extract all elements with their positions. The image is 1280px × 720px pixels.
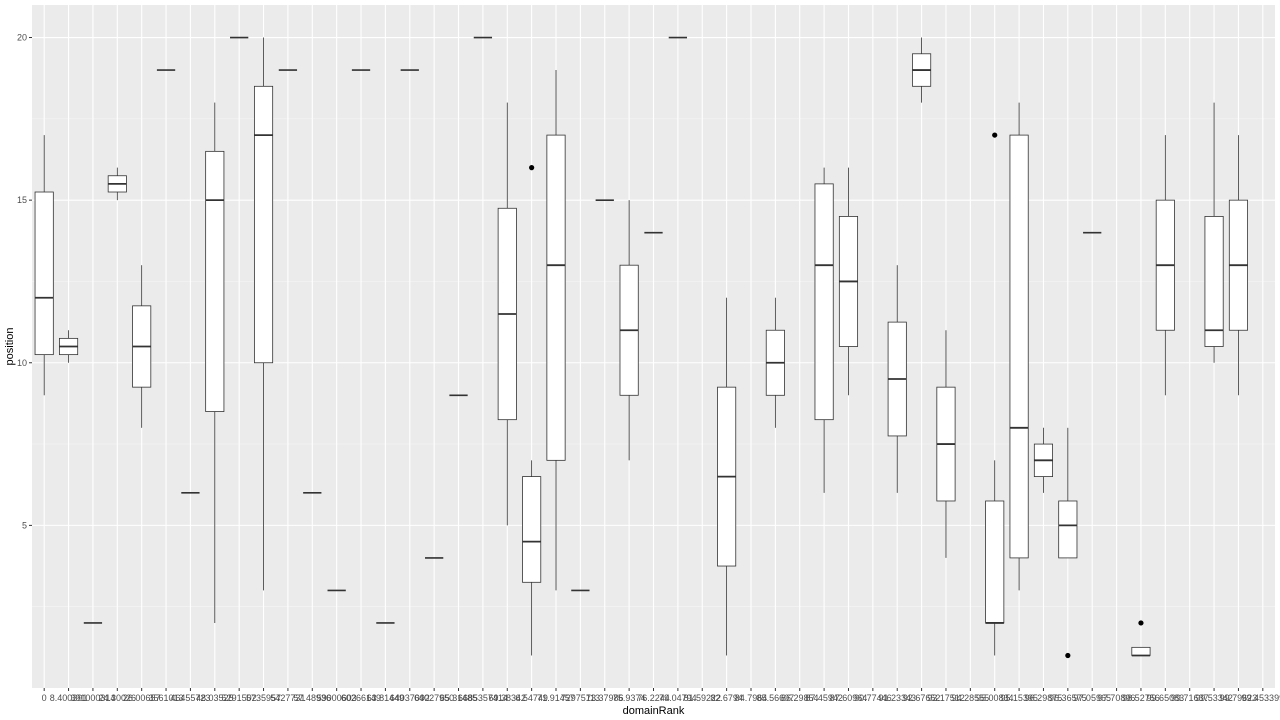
y-axis-ticks: 5 10 15 20 — [17, 33, 32, 530]
x-tick-label: 97.70896 — [1098, 693, 1136, 703]
x-tick-label: 98.52756 — [1122, 693, 1160, 703]
x-tick-label: 99.71637 — [1171, 693, 1209, 703]
x-tick-label: 99.65083 — [1147, 693, 1185, 703]
outlier-point — [1138, 620, 1144, 626]
x-tick-label: 46455723 — [170, 693, 210, 703]
x-tick-label: 84.7964 — [735, 693, 768, 703]
x-tick-label: 63.81449 — [367, 693, 405, 703]
y-axis-title: position — [4, 328, 16, 366]
box — [546, 134, 566, 461]
y-tick-label: 20 — [17, 33, 27, 43]
x-tick-label: 92.67652 — [903, 693, 941, 703]
x-tick-label: 93.17512 — [927, 693, 965, 703]
x-tick-label: 8.400391 — [50, 693, 88, 703]
x-tick-label: 79.04794 — [659, 693, 697, 703]
box — [253, 85, 274, 364]
box — [522, 476, 542, 583]
x-tick-label: 64037092 — [390, 693, 430, 703]
x-tick-label: 60266149 — [341, 693, 381, 703]
x-tick-label: 99.79623 — [1220, 693, 1258, 703]
x-tick-label: 5735957 — [246, 693, 281, 703]
x-tick-label: 95.00834 — [976, 693, 1014, 703]
x-tick-label: 90.77446 — [854, 693, 892, 703]
box — [1131, 646, 1151, 656]
y-tick-label: 5 — [22, 520, 27, 530]
x-tick-label: 5291502 — [222, 693, 257, 703]
x-tick-label: 86.29854 — [781, 693, 819, 703]
x-tick-label: 82.6794 — [710, 693, 743, 703]
box — [205, 150, 225, 412]
x-tick-label: 64027950 — [414, 693, 454, 703]
x-tick-label: 73.37986 — [586, 693, 624, 703]
x-tick-label: 94.28555 — [952, 693, 990, 703]
box — [1009, 134, 1029, 559]
x-tick-label: 3561013 — [149, 693, 184, 703]
x-tick-label: 91.23343 — [878, 693, 916, 703]
x-tick-label: 99.53342 — [1195, 693, 1233, 703]
y-tick-label: 15 — [17, 195, 27, 205]
x-tick-label: 69.38342 — [488, 693, 526, 703]
outlier-point — [992, 132, 998, 138]
x-tick-label: 5427731 — [270, 693, 305, 703]
x-tick-label: 57.48936 — [294, 693, 332, 703]
x-tick-label: 48.03525 — [196, 693, 234, 703]
x-tick-label: 59000603 — [317, 693, 357, 703]
x-tick-label: 72975113 — [561, 693, 600, 703]
x-tick-label: 81.59222 — [683, 693, 721, 703]
x-tick-label: 6685357414 — [458, 693, 508, 703]
x-tick-label: 75.9374 — [613, 693, 646, 703]
x-tick-label: 24.30026 — [99, 693, 137, 703]
x-axis-title: domainRank — [623, 705, 685, 717]
box — [1058, 500, 1078, 559]
x-tick-label: 6.54749 — [515, 693, 548, 703]
box — [1204, 216, 1224, 347]
y-tick-label: 10 — [17, 358, 27, 368]
outlier-point — [1065, 652, 1071, 659]
x-axis-ticks: 0 8.40039139100031424.3002626.00657356101… — [42, 688, 1280, 703]
x-tick-label: 85.56607 — [757, 693, 795, 703]
x-tick-label: 95.15395 — [1000, 693, 1038, 703]
x-tick-label: 87.60964 — [830, 693, 868, 703]
outlier-point — [529, 165, 535, 171]
x-tick-label: 99.453399 — [1242, 693, 1280, 703]
box — [985, 500, 1005, 624]
x-tick-label: 96.36575 — [1049, 693, 1087, 703]
x-tick-label: 97.05965 — [1073, 693, 1111, 703]
x-tick-label: 96.29875 — [1025, 693, 1063, 703]
x-tick-label: 76.2244 — [637, 693, 670, 703]
x-tick-label: 26.00657 — [123, 693, 161, 703]
x-tick-label: 391000314 — [70, 693, 115, 703]
box — [34, 191, 54, 356]
x-tick-label: 0 — [42, 693, 47, 703]
boxes — [34, 36, 1248, 659]
x-tick-label: 87.45942 — [805, 693, 843, 703]
x-tick-label: 71.91457 — [537, 693, 575, 703]
x-tick-label: 65.31485 — [440, 693, 478, 703]
box — [814, 183, 834, 421]
